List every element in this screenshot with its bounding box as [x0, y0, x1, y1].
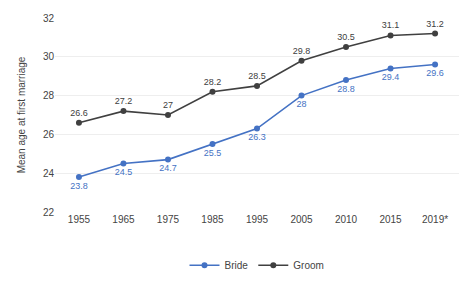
svg-text:2010: 2010: [335, 214, 358, 225]
svg-text:29.4: 29.4: [382, 72, 400, 82]
svg-text:Groom: Groom: [293, 260, 324, 271]
svg-text:1955: 1955: [68, 214, 91, 225]
svg-text:26.3: 26.3: [248, 132, 266, 142]
svg-text:29.6: 29.6: [426, 68, 444, 78]
svg-text:25.5: 25.5: [204, 148, 222, 158]
svg-text:1965: 1965: [112, 214, 135, 225]
svg-text:27: 27: [163, 100, 173, 110]
svg-text:26.6: 26.6: [70, 108, 88, 118]
svg-text:Mean age at first marriage: Mean age at first marriage: [16, 56, 27, 173]
svg-text:2015: 2015: [379, 214, 402, 225]
svg-text:30.5: 30.5: [337, 32, 355, 42]
svg-text:23.8: 23.8: [70, 181, 88, 191]
svg-text:2005: 2005: [290, 214, 313, 225]
svg-text:Bride: Bride: [225, 260, 249, 271]
svg-text:24: 24: [43, 168, 55, 179]
svg-text:26: 26: [43, 129, 55, 140]
svg-text:22: 22: [43, 207, 55, 218]
svg-text:28.5: 28.5: [248, 71, 266, 81]
svg-text:2019*: 2019*: [422, 214, 448, 225]
svg-text:24.5: 24.5: [115, 167, 133, 177]
svg-text:29.8: 29.8: [293, 46, 311, 56]
svg-text:28.8: 28.8: [337, 84, 355, 94]
svg-text:28: 28: [297, 99, 307, 109]
svg-text:31.1: 31.1: [382, 20, 400, 30]
svg-text:1975: 1975: [157, 214, 180, 225]
svg-text:31.2: 31.2: [426, 19, 444, 29]
svg-text:27.2: 27.2: [115, 96, 133, 106]
svg-text:28.2: 28.2: [204, 77, 222, 87]
svg-text:1985: 1985: [201, 214, 224, 225]
svg-text:24.7: 24.7: [159, 163, 177, 173]
svg-text:28: 28: [43, 90, 55, 101]
svg-text:1995: 1995: [246, 214, 269, 225]
svg-text:30: 30: [43, 51, 55, 62]
svg-text:32: 32: [43, 13, 55, 24]
